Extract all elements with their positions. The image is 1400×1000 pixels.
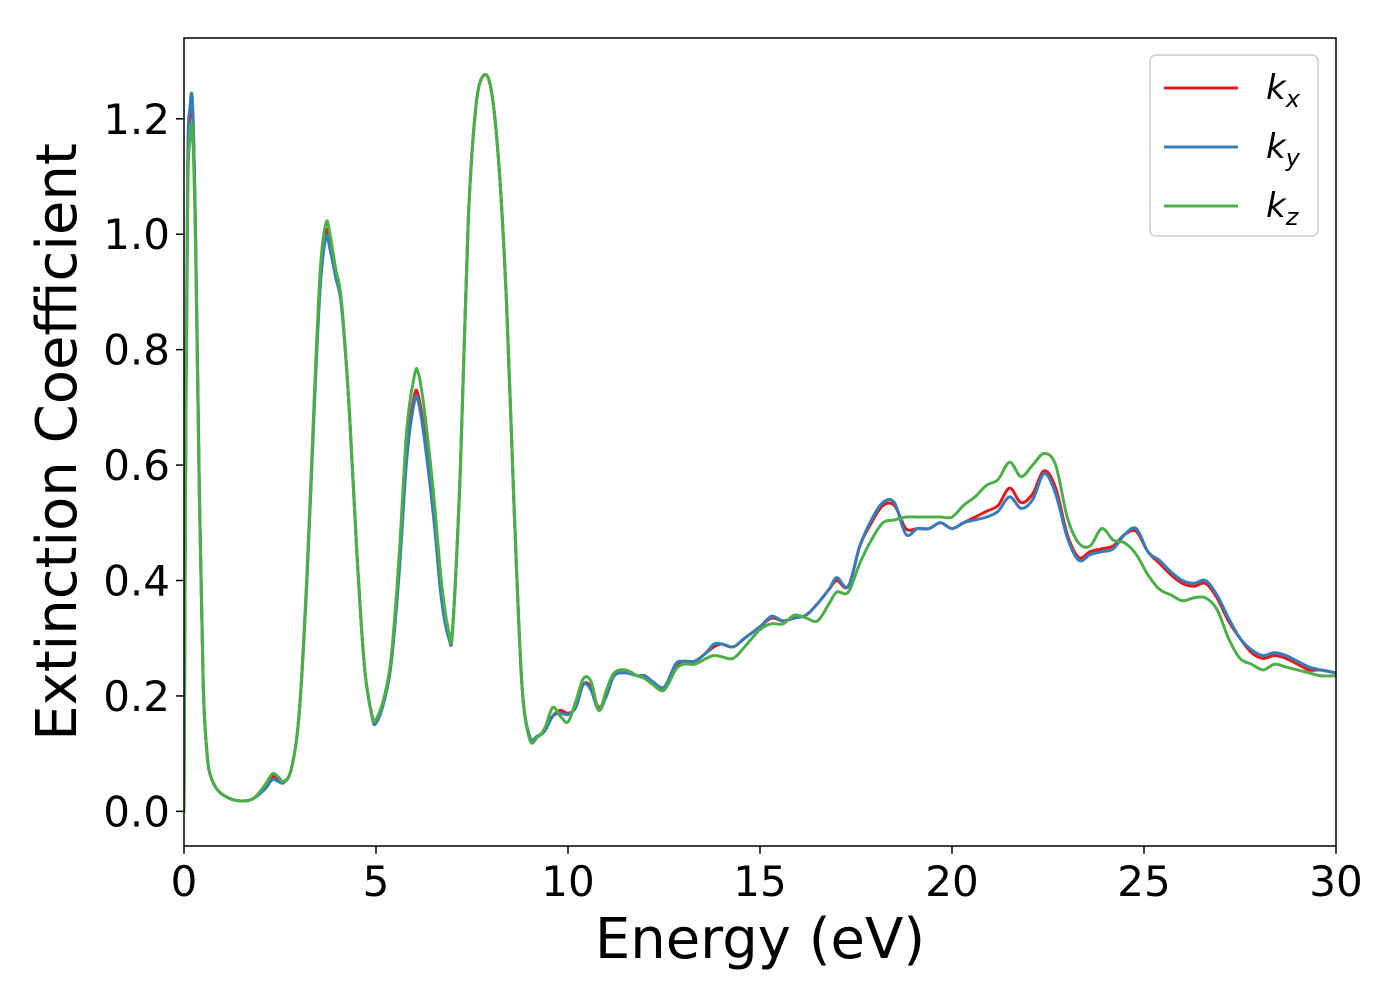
- x-tick-label: 5: [363, 857, 390, 906]
- x-axis-title: Energy (eV): [595, 907, 925, 972]
- y-tick-label: 1.2: [103, 95, 170, 144]
- x-tick-label: 10: [541, 857, 594, 906]
- y-tick-label: 0.2: [103, 672, 170, 721]
- series-line-z: [184, 72, 1336, 813]
- series-layer: [184, 72, 1336, 813]
- y-tick-label: 0.4: [103, 557, 170, 606]
- y-axis-title: Extinction Coefficient: [25, 143, 90, 741]
- y-tick-label: 0.6: [103, 441, 170, 490]
- x-tick-label: 30: [1309, 857, 1362, 906]
- legend-label-x: kx: [1266, 68, 1301, 113]
- y-tick-label: 0.0: [103, 787, 170, 836]
- x-tick-label: 0: [171, 857, 198, 906]
- x-tick-label: 25: [1117, 857, 1170, 906]
- legend: kx ky kz: [1149, 54, 1319, 237]
- x-tick-label: 20: [925, 857, 978, 906]
- y-tick-label: 0.8: [103, 326, 170, 375]
- legend-label-y: ky: [1266, 127, 1301, 172]
- y-axis: 0.0 0.2 0.4 0.6 0.8 1.0 1.2: [103, 95, 184, 836]
- legend-label-z: kz: [1266, 186, 1300, 231]
- x-tick-label: 15: [733, 857, 786, 906]
- x-axis: 0 5 10 15 20 25 30: [171, 846, 1363, 906]
- y-tick-label: 1.0: [103, 210, 170, 259]
